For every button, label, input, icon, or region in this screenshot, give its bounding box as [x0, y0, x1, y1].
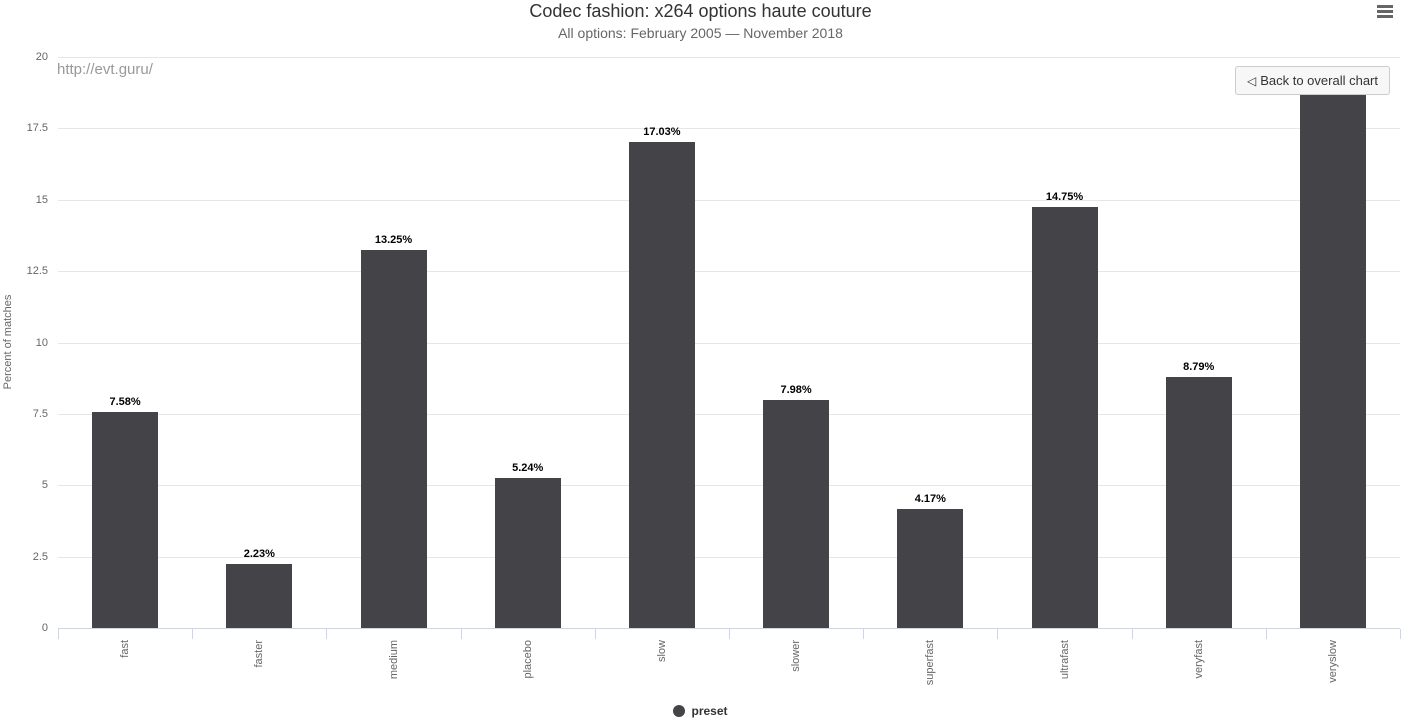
bar-slow[interactable]	[628, 141, 695, 628]
x-category-label: medium	[387, 640, 400, 680]
hamburger-bar	[1377, 15, 1393, 18]
x-axis-tick	[460, 629, 462, 639]
y-tick-label: 5	[41, 479, 48, 492]
x-category-label: slower	[790, 640, 803, 672]
x-axis-line	[58, 628, 1400, 629]
x-axis-tick	[1265, 629, 1267, 639]
x-axis-tick	[58, 629, 59, 639]
x-axis-tick	[326, 629, 328, 639]
y-tick-label: 12.5	[26, 265, 48, 278]
x-axis-tick	[594, 629, 596, 639]
x-axis-tick	[1131, 629, 1133, 639]
y-tick-label: 2.5	[32, 550, 48, 563]
back-arrow-icon: ◁	[1246, 74, 1257, 88]
bar-veryslow[interactable]	[1299, 86, 1366, 628]
bar-faster[interactable]	[226, 564, 293, 628]
y-gridline	[58, 413, 1400, 415]
hamburger-menu-icon[interactable]	[1377, 5, 1393, 19]
bar-data-label: 2.23%	[243, 548, 275, 561]
bar-data-label: 13.25%	[374, 233, 413, 246]
y-gridline	[58, 271, 1400, 273]
bar-superfast[interactable]	[897, 508, 964, 628]
y-tick-label: 17.5	[26, 122, 48, 135]
bar-data-label: 17.03%	[643, 125, 681, 138]
hamburger-bar	[1377, 5, 1393, 8]
bar-placebo[interactable]	[494, 478, 561, 628]
x-category-label: veryslow	[1326, 640, 1339, 683]
y-gridline	[58, 199, 1400, 201]
y-tick-label: 15	[35, 193, 48, 206]
y-gridline	[58, 128, 1400, 130]
y-axis-title: Percent of matches	[2, 294, 14, 390]
y-tick-label: 7.5	[32, 407, 48, 420]
x-category-label: placebo	[521, 640, 534, 679]
y-gridline	[58, 57, 1400, 58]
bar-medium[interactable]	[360, 249, 427, 628]
bar-veryfast[interactable]	[1165, 377, 1232, 628]
legend[interactable]: preset	[0, 704, 1401, 718]
bar-data-label: 7.98%	[780, 384, 812, 397]
legend-series-label: preset	[691, 704, 728, 718]
chart-title: Codec fashion: x264 options haute coutur…	[529, 1, 872, 21]
watermark-url: http://evt.guru/	[57, 61, 153, 78]
x-category-label: slow	[655, 640, 668, 663]
y-gridline	[58, 556, 1400, 558]
y-gridline	[58, 342, 1400, 344]
bar-data-label: 8.79%	[1183, 361, 1215, 374]
chart-subtitle: All options: February 2005 — November 20…	[558, 25, 843, 41]
bar-data-label: 14.75%	[1045, 190, 1084, 203]
x-axis-tick	[997, 629, 999, 639]
x-category-label: fast	[119, 640, 132, 658]
x-category-label: faster	[253, 640, 266, 668]
x-axis-tick	[729, 629, 730, 639]
back-button-label: Back to overall chart	[1260, 73, 1378, 88]
bar-slower[interactable]	[763, 400, 830, 628]
y-gridline	[58, 485, 1400, 487]
bar-fast[interactable]	[92, 411, 159, 628]
bar-ultrafast[interactable]	[1031, 206, 1098, 628]
x-axis-tick	[192, 629, 194, 639]
bar-data-label: 4.17%	[914, 492, 946, 505]
y-tick-label: 20	[35, 51, 48, 63]
bar-data-label: 7.58%	[109, 395, 141, 408]
x-category-label: superfast	[924, 640, 937, 686]
x-axis-tick	[863, 629, 865, 639]
x-category-label: veryfast	[1192, 640, 1205, 679]
bar-data-label: 5.24%	[512, 462, 544, 475]
x-category-label: ultrafast	[1058, 640, 1071, 680]
hamburger-bar	[1377, 10, 1393, 13]
y-tick-label: 0	[41, 622, 48, 634]
back-to-overall-chart-button[interactable]: ◁ Back to overall chart	[1234, 66, 1390, 95]
y-tick-label: 10	[35, 336, 48, 349]
legend-marker-icon	[673, 705, 686, 717]
